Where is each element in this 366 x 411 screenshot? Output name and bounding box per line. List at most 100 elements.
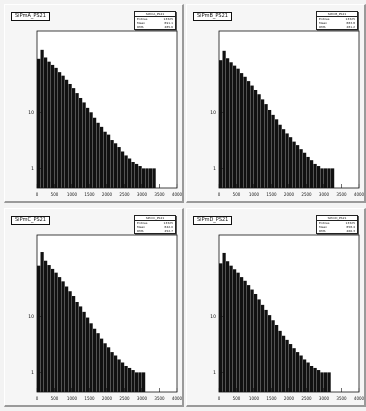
x-tick-label: 3500 [336, 192, 347, 197]
histogram-bar [86, 317, 90, 392]
stats-box: SiPmA_PS21 Entries 13325 Mean 891.1 RMS 485… [134, 11, 176, 30]
histogram-bar [40, 252, 44, 392]
x-tick-label: 1000 [67, 396, 78, 401]
histogram-bar [131, 161, 135, 188]
histogram-bar [142, 372, 146, 393]
histogram-bar [303, 359, 307, 392]
histogram-bar [89, 112, 93, 188]
stats-box: SiPmB_PS21 Entries 13325 Mean 883.8 RMS 481… [316, 11, 358, 30]
x-tick-label: 1000 [67, 192, 78, 197]
x-tick-label: 500 [233, 192, 241, 197]
stats-row-rms: RMS 481.2 [319, 25, 355, 29]
x-tick-label: 3000 [319, 396, 330, 401]
histogram-bar [65, 79, 69, 188]
x-tick-label: 4000 [354, 396, 365, 401]
histogram-plot: 1 10 0 500 1000 1500 2000 2500 3000 3500 4000 [210, 234, 365, 401]
histogram-bar [82, 102, 86, 188]
histogram-bar [51, 268, 55, 392]
histogram-bar [233, 269, 237, 392]
histogram-bar [229, 265, 233, 392]
histogram-bar [65, 286, 69, 392]
y-tick-label: 10 [28, 110, 34, 116]
histogram-bar [254, 293, 258, 392]
histogram-bar [61, 75, 65, 188]
histogram-bar [72, 88, 76, 188]
x-tick-label: 2500 [301, 192, 312, 197]
histogram-bar [257, 299, 261, 392]
histogram-bar [44, 57, 48, 189]
histogram-bar [296, 352, 300, 392]
histogram-bar [145, 168, 149, 189]
x-tick-label: 2500 [301, 396, 312, 401]
histogram-bar [51, 64, 55, 188]
histogram-bar [282, 129, 286, 188]
histogram-bar [292, 348, 296, 392]
histogram-bar [289, 137, 293, 188]
histogram-bar [261, 99, 265, 188]
x-tick-label: 1500 [84, 396, 95, 401]
histogram-bar [292, 141, 296, 188]
histogram-bar [278, 330, 282, 392]
x-tick-label: 2500 [119, 192, 130, 197]
histogram-bar [86, 107, 90, 188]
histogram-bar [128, 158, 132, 188]
histogram-bar [75, 93, 79, 188]
histogram-bar [243, 280, 247, 392]
x-tick-label: 1500 [266, 396, 277, 401]
stats-row-entries: Entries 13325 [319, 221, 355, 225]
x-tick-label: 500 [51, 192, 59, 197]
x-tick-label: 3500 [336, 396, 347, 401]
histogram-bar [250, 289, 254, 392]
stats-row-entries: Entries 13325 [319, 17, 355, 21]
histogram-pad-c: 1 10 0 500 1000 1500 2000 2500 3000 3500 4000 SiPm… [4, 208, 184, 407]
histogram-bar [135, 372, 139, 393]
histogram-bar [257, 94, 261, 188]
histogram-bar [240, 277, 244, 392]
histogram-bar [93, 117, 97, 188]
histogram-bar [110, 140, 114, 188]
histogram-bar [117, 359, 121, 392]
y-tick-label: 10 [210, 314, 216, 320]
histogram-bar [142, 168, 146, 189]
histogram-bar [320, 168, 324, 189]
histogram-bar [278, 124, 282, 188]
histogram-bar [54, 272, 58, 392]
histogram-bar [103, 343, 107, 392]
histogram-bar [236, 272, 240, 392]
histogram-bar [149, 168, 153, 189]
histogram-bar [100, 126, 104, 188]
histogram-plot: 1 10 0 500 1000 1500 2000 2500 3000 3500 4000 [210, 30, 365, 197]
histogram-bar [93, 328, 97, 392]
y-tick-label: 1 [213, 370, 216, 376]
histogram-bar [320, 372, 324, 393]
stats-row-rms: RMS 485.6 [137, 25, 173, 29]
histogram-bar [264, 309, 268, 392]
stats-row-mean: Mean 842.0 [137, 225, 173, 229]
histogram-bar [219, 60, 223, 188]
x-tick-label: 500 [233, 396, 241, 401]
histogram-bar [103, 131, 107, 188]
histogram-bar [264, 104, 268, 188]
histogram-bar [275, 119, 279, 188]
histogram-bar [250, 85, 254, 188]
histogram-bar [285, 133, 289, 188]
x-tick-label: 0 [36, 192, 39, 197]
stats-title: SiPmD_PS21 [317, 216, 357, 221]
y-tick-label: 1 [31, 166, 34, 172]
histogram-bar [275, 324, 279, 392]
stats-row-rms: RMS 452.7 [137, 229, 173, 233]
histogram-bar [222, 50, 226, 188]
y-tick-label: 10 [28, 314, 34, 320]
histogram-bar [40, 49, 44, 189]
histogram-bar [79, 97, 83, 188]
histogram-bar [317, 166, 321, 188]
histogram-pad-a: 1 10 0 500 1000 1500 2000 2500 3000 3500 4000 SiPm… [4, 4, 184, 203]
stats-row-mean: Mean 891.1 [137, 21, 173, 25]
histogram-bar [226, 261, 230, 392]
x-tick-label: 2000 [284, 192, 295, 197]
histogram-bar [82, 311, 86, 392]
histogram-bar [285, 339, 289, 392]
histogram-bar [233, 65, 237, 188]
histogram-plot: 1 10 0 500 1000 1500 2000 2500 3000 3500 4000 [28, 30, 183, 197]
histogram-bar [58, 277, 62, 392]
